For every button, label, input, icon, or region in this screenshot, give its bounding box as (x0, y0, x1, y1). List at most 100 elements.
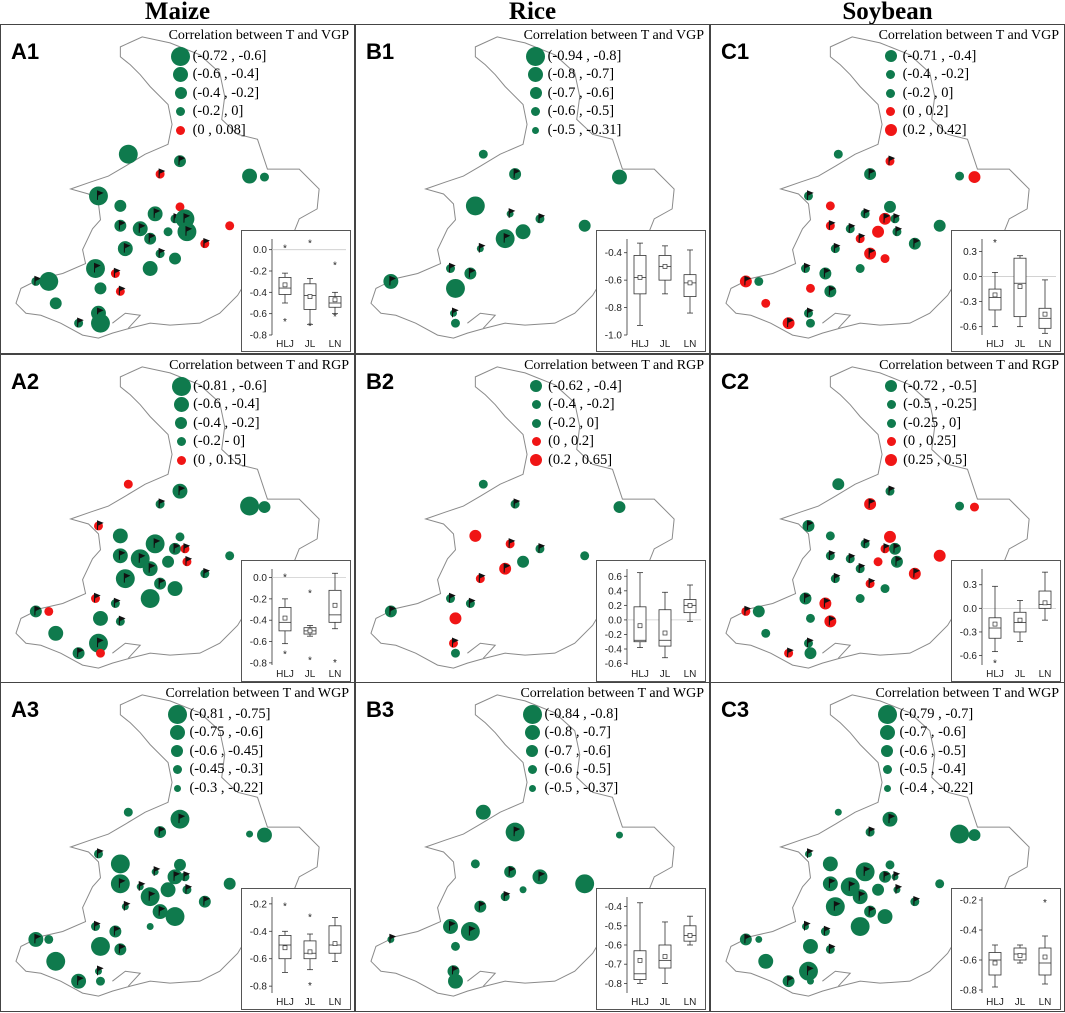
legend-range: (-0.6 , -0.5] (544, 761, 611, 778)
station-dot (89, 633, 108, 653)
box (328, 925, 342, 954)
outlier-marker: * (308, 913, 312, 924)
mean-marker (1042, 954, 1048, 960)
panel-label: B2 (366, 369, 395, 394)
legend-range: (-0.5 , -0.31] (547, 121, 622, 138)
station-dot (258, 501, 271, 514)
boxplot-inset: -0.4 -0.5 -0.6 -0.7 -0.8 HLJ JL LN (596, 888, 706, 1010)
station-dot (94, 282, 107, 295)
legend-item: (-0.45 , -0.3] (165, 761, 349, 780)
legend-item: (-0.6 , -0.5] (875, 742, 1059, 761)
category-label: LN (1039, 339, 1052, 350)
boxplot-hlj: HLJ (986, 944, 1004, 1008)
boxplot-ln: LN (683, 249, 697, 350)
station-dot (91, 313, 110, 333)
y-tick-label: -0.4 (605, 902, 623, 913)
station-dot (91, 936, 110, 956)
station-dot (165, 907, 185, 927)
station-dot (825, 897, 845, 917)
station-dot (822, 876, 838, 892)
northeast-china-map (725, 694, 1030, 997)
legend-dot-icon (528, 784, 536, 792)
y-tick-label: -0.4 (250, 927, 268, 938)
y-tick-label: -0.6 (250, 637, 268, 648)
station-dot (761, 628, 771, 638)
significance-flag-icon (153, 208, 161, 218)
y-tick-label: -0.6 (605, 276, 623, 287)
legend-dot-icon (531, 437, 541, 447)
significance-flag-icon (96, 965, 104, 976)
legend: Correlation between T and VGP (-0.94 , -0… (524, 28, 704, 140)
legend-dot-icon (169, 725, 185, 741)
legend-range: (-0.72 , -0.5] (903, 377, 977, 394)
legend-range: (0 , 0.15] (193, 451, 247, 468)
station-dot (152, 904, 168, 920)
outlier-marker: * (1043, 898, 1047, 909)
legend-range: (-0.8 , -0.7] (547, 66, 615, 83)
legend-dot-icon (530, 380, 543, 393)
y-tick-label: -0.6 (960, 956, 978, 967)
significance-flag-icon (858, 890, 866, 901)
significance-flag-icon (913, 237, 921, 248)
category-label: JL (305, 997, 316, 1008)
legend-range: (-0.8 , -0.7] (544, 724, 611, 741)
mean-marker (662, 954, 668, 959)
legend-dot-icon (885, 454, 898, 467)
legend-range: (-0.3 , -0.22] (189, 779, 264, 796)
station-dot (478, 149, 488, 159)
category-label: HLJ (631, 997, 649, 1008)
significance-flag-icon (868, 247, 876, 258)
significance-flag-icon (153, 538, 161, 548)
boxplot-hlj: * * HLJ (276, 573, 294, 680)
significance-flag-icon (173, 543, 181, 553)
significance-flag-icon (828, 285, 836, 296)
boxplot-ln: LN (1038, 279, 1052, 350)
station-dot (968, 829, 981, 842)
station-dot (39, 271, 59, 291)
station-dot (575, 874, 595, 894)
y-tick-label: -0.4 (605, 645, 623, 656)
legend-range: (-0.7 , -0.6] (547, 84, 615, 101)
legend-dot-icon (171, 46, 191, 66)
station-dot (225, 551, 235, 561)
legend-range: (0 , 0.08] (192, 121, 246, 138)
map-panel-c3: C3 Correlation between T and WGP (-0.79 , … (710, 682, 1065, 1012)
legend: Correlation between T and RGP (-0.62 , -0… (524, 358, 704, 470)
legend-range: (-0.6 , -0.4] (193, 396, 260, 413)
outlier-marker: * (283, 317, 287, 328)
outlier-marker: * (308, 321, 312, 332)
mean-marker (662, 264, 668, 269)
map-panel-a2: A2 Correlation between T and RGP (-0.81 , … (0, 354, 355, 684)
mean-marker (1017, 284, 1023, 289)
panel-label: A2 (11, 369, 40, 394)
significance-flag-icon (806, 520, 814, 530)
station-dot (49, 297, 62, 310)
outlier-marker: * (283, 244, 287, 255)
significance-flag-icon (94, 262, 101, 273)
station-dot (167, 869, 183, 885)
station-dot (146, 923, 154, 930)
legend-dot-icon (532, 126, 540, 134)
outlier-marker: * (283, 902, 287, 913)
legend-dot-icon (171, 376, 191, 396)
category-label: LN (1039, 669, 1052, 680)
station-dot (833, 149, 843, 159)
legend-dot-icon (886, 88, 896, 98)
y-tick-label: -0.4 (250, 616, 268, 627)
significance-flag-icon (178, 155, 186, 166)
station-dot (142, 561, 158, 577)
coastline (467, 312, 497, 329)
outlier-marker: * (283, 573, 287, 584)
map-outline (725, 694, 1030, 997)
station-dot (28, 931, 44, 947)
legend-dot-icon (531, 400, 541, 410)
boxplot-jl: * * JL (303, 238, 317, 350)
legend-title: Correlation between T and VGP (878, 28, 1059, 43)
y-tick-label: 0.2 (608, 601, 622, 612)
station-dot (145, 534, 165, 554)
station-dot (383, 273, 399, 289)
category-label: JL (660, 669, 671, 680)
category-label: LN (684, 669, 697, 680)
mean-marker (687, 933, 693, 938)
coastline (112, 970, 142, 987)
